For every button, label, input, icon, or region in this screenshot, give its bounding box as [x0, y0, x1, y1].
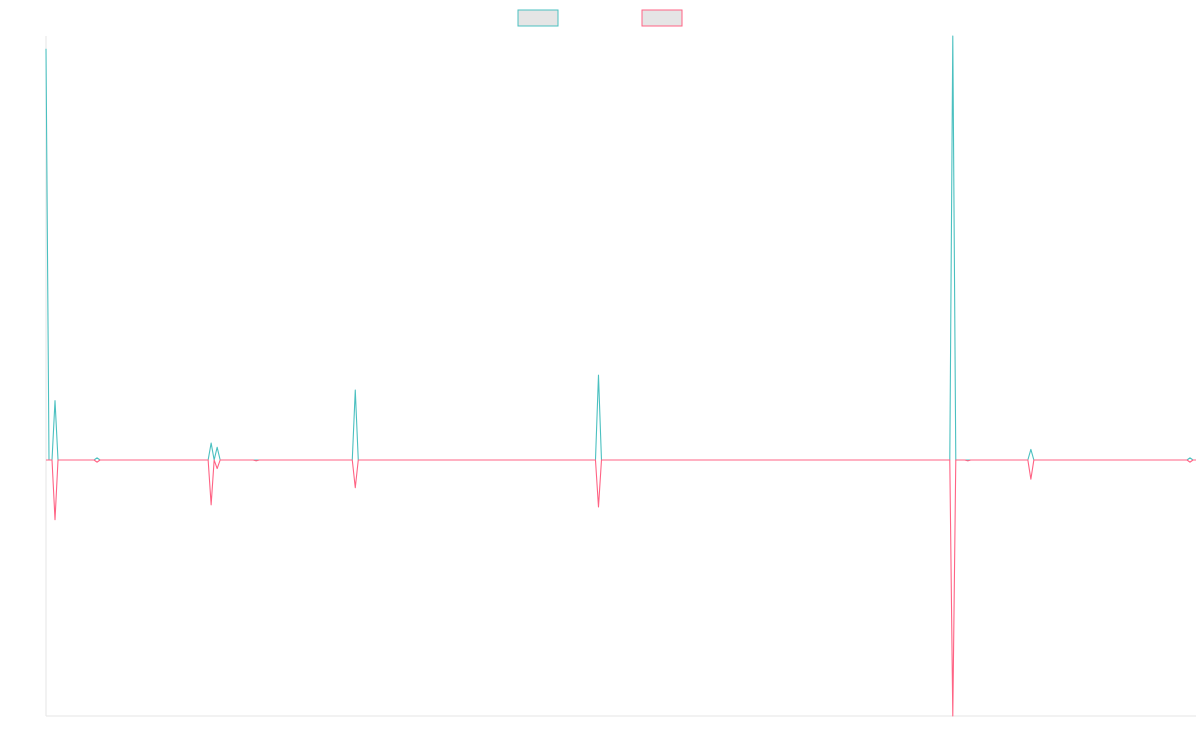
legend-item-2[interactable]	[641, 9, 683, 27]
series-layer	[45, 35, 1196, 717]
series-line-1	[45, 35, 1196, 461]
legend[interactable]	[517, 9, 683, 27]
legend-item-1[interactable]	[517, 9, 559, 27]
legend-swatch-2	[641, 9, 683, 27]
axes	[45, 36, 1196, 717]
legend-swatch-1	[517, 9, 559, 27]
series-line-2	[46, 459, 1196, 717]
